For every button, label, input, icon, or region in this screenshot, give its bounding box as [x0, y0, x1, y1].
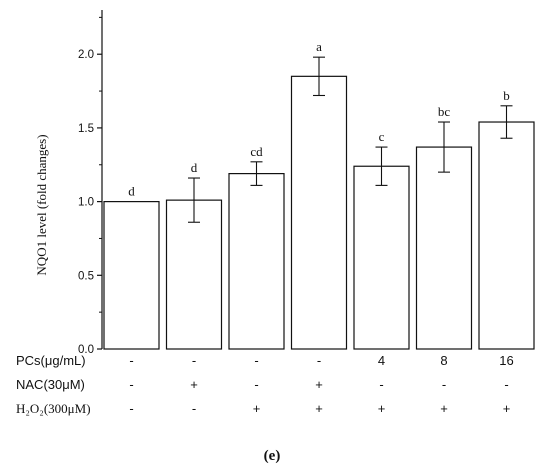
treatment-cell: 4	[378, 353, 385, 368]
treatment-cell: -	[129, 401, 133, 416]
treatment-cell: +	[315, 401, 323, 416]
treatment-row-label: PCs(μg/mL)	[16, 353, 86, 368]
bars-layer: d d cd a c bc b	[103, 39, 535, 350]
treatment-cell: +	[190, 377, 198, 392]
y-tick-label: 0.5	[78, 270, 94, 282]
significance-letter: bc	[438, 104, 451, 119]
y-tick-label: 0.0	[78, 344, 94, 356]
treatment-cell: -	[442, 377, 446, 392]
significance-letter: a	[316, 39, 322, 54]
treatment-row-label: NAC(30μM)	[16, 377, 85, 392]
treatment-cell: -	[379, 377, 383, 392]
bar	[415, 146, 473, 350]
bar	[478, 121, 535, 350]
treatment-cell: 8	[440, 353, 447, 368]
significance-letter: b	[503, 88, 510, 103]
figure-caption: (e)	[264, 448, 281, 464]
treatment-cell: -	[129, 377, 133, 392]
y-tick-label: 1.5	[78, 123, 94, 135]
bar	[353, 165, 410, 350]
y-tick-label: 1.0	[78, 197, 94, 209]
treatment-cell: +	[503, 401, 511, 416]
treatment-cell: -	[192, 353, 196, 368]
bar	[228, 173, 285, 350]
y-axis: 0.0 0.5 1.0 1.5 2.0	[78, 10, 103, 356]
y-tick-label: 2.0	[78, 49, 94, 61]
significance-letter: d	[191, 160, 198, 175]
treatment-cell: +	[253, 401, 261, 416]
bar	[165, 199, 223, 350]
significance-letter: c	[379, 129, 385, 144]
treatment-cell: -	[254, 353, 258, 368]
treatment-cell: -	[317, 353, 321, 368]
treatment-cell: -	[129, 353, 133, 368]
treatment-cell: -	[504, 377, 508, 392]
significance-letter: d	[128, 184, 135, 199]
y-axis-label: NQO1 level (fold changes)	[34, 134, 49, 275]
significance-letter: cd	[250, 144, 263, 159]
treatment-cell: 16	[499, 353, 513, 368]
treatment-cell: +	[440, 401, 448, 416]
treatment-cell: +	[378, 401, 386, 416]
treatment-table: PCs(μg/mL) - - - - 4 8 16 NAC(30μM) - + - + - - - H₂O₂(3…	[16, 353, 514, 416]
bar	[290, 75, 348, 350]
treatment-cell: +	[315, 377, 323, 392]
treatment-row-label: H₂O₂(300μM)	[16, 401, 91, 416]
bar	[103, 201, 160, 350]
treatment-cell: -	[192, 401, 196, 416]
treatment-cell: -	[254, 377, 258, 392]
